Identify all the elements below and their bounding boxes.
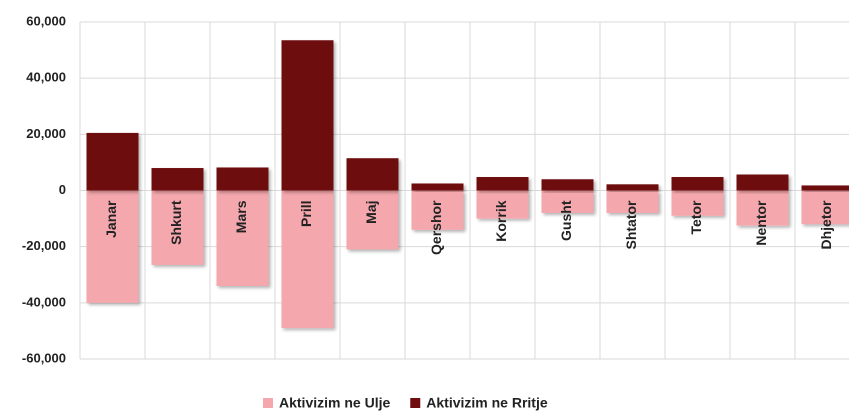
bar xyxy=(801,185,849,191)
legend: Aktivizim ne Ulje Aktivizim ne Rritje xyxy=(263,395,548,411)
bar xyxy=(736,190,789,226)
x-tick-label: Janar xyxy=(103,200,119,238)
bar xyxy=(671,190,724,216)
bar xyxy=(411,190,464,230)
x-tick-label: Nentor xyxy=(753,200,769,246)
x-tick-label: Dhjetor xyxy=(818,200,834,250)
bar xyxy=(216,167,269,191)
legend-swatch xyxy=(410,398,421,408)
bar xyxy=(736,174,789,191)
y-tick-label: 40,000 xyxy=(26,70,66,85)
bar xyxy=(541,179,594,191)
bar xyxy=(346,158,399,191)
x-tick-label: Maj xyxy=(363,201,379,224)
bar xyxy=(411,183,464,191)
x-tick-label: Gusht xyxy=(558,200,574,241)
legend-label: Aktivizim ne Ulje xyxy=(279,395,390,411)
x-tick-label: Shkurt xyxy=(168,200,184,245)
y-tick-label: -40,000 xyxy=(22,294,66,309)
y-tick-label: 60,000 xyxy=(26,13,66,28)
bar xyxy=(281,40,334,191)
bar xyxy=(151,190,204,265)
bar xyxy=(671,177,724,191)
bar xyxy=(476,190,529,219)
bar xyxy=(86,132,139,191)
y-tick-label: -60,000 xyxy=(22,350,66,365)
legend-label: Aktivizim ne Rritje xyxy=(426,395,548,411)
legend-swatch xyxy=(263,398,273,408)
bar xyxy=(476,177,529,191)
x-tick-label: Tetor xyxy=(688,200,704,235)
bar xyxy=(151,168,204,191)
bar xyxy=(281,190,334,329)
bar xyxy=(541,190,594,213)
x-tick-label: Shtator xyxy=(623,200,639,250)
bar xyxy=(216,190,269,286)
x-tick-label: Mars xyxy=(233,200,249,233)
x-tick-label: Qershor xyxy=(428,200,444,255)
bar xyxy=(346,190,399,250)
bar xyxy=(86,190,139,303)
bar xyxy=(801,190,849,225)
y-tick-label: 0 xyxy=(59,182,66,197)
y-tick-label: 20,000 xyxy=(26,126,66,141)
x-tick-label: Prill xyxy=(298,201,314,227)
bar xyxy=(606,190,659,213)
y-tick-label: -20,000 xyxy=(22,238,66,253)
bar xyxy=(606,184,659,191)
x-tick-label: Korrik xyxy=(493,200,509,241)
